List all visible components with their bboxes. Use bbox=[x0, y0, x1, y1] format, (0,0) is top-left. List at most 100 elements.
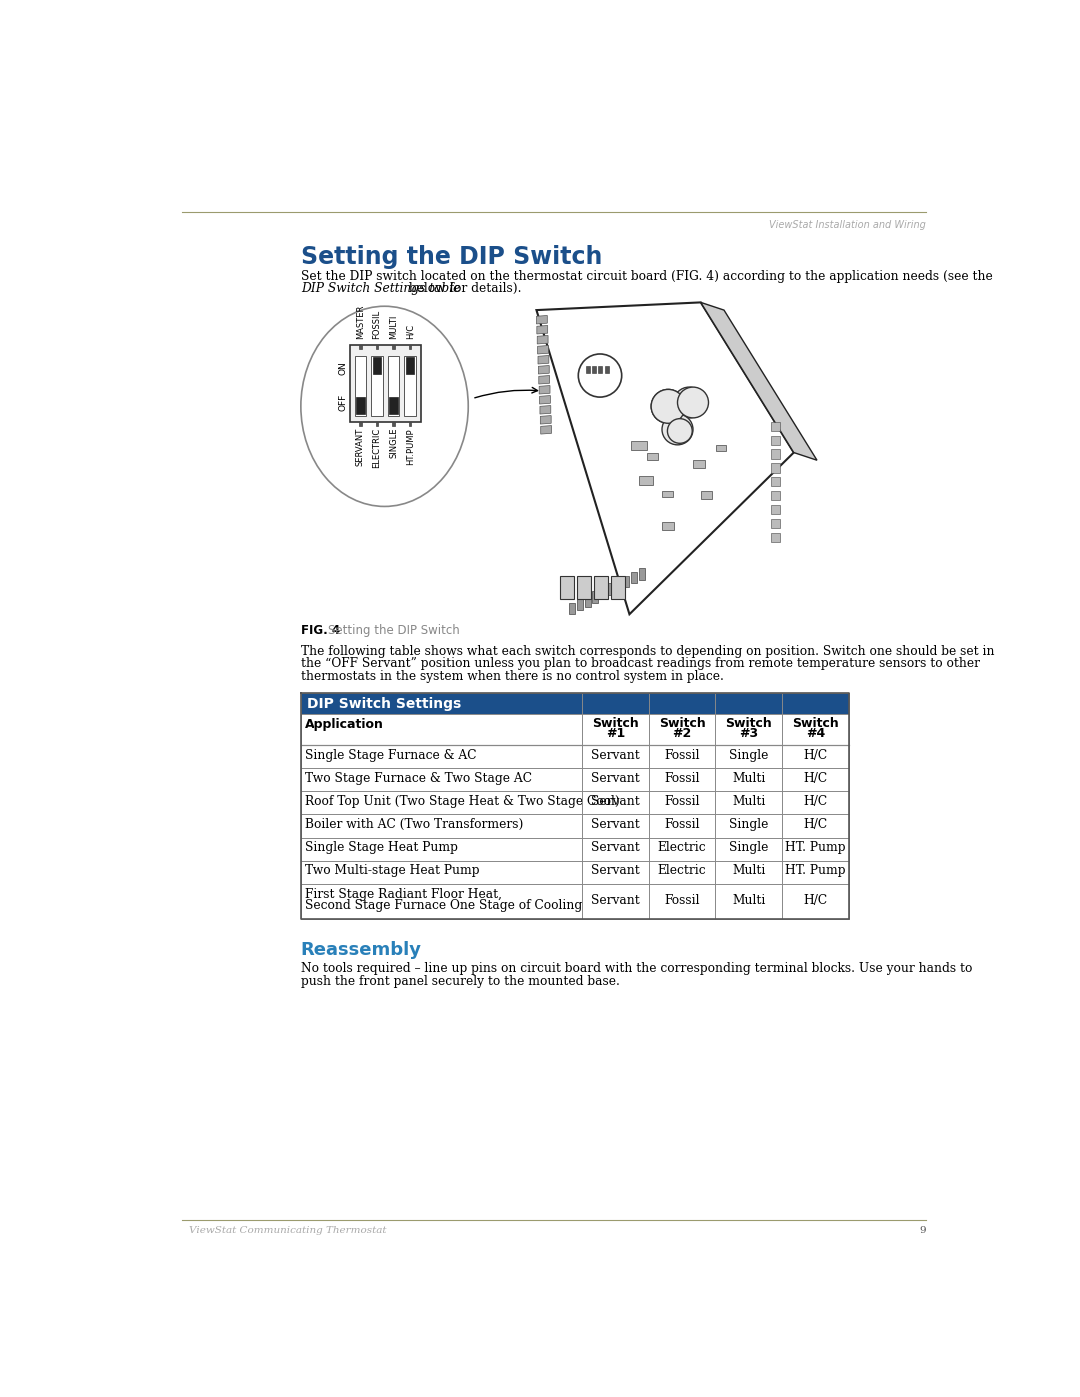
Text: Switch: Switch bbox=[659, 718, 705, 731]
Text: Set the DIP switch located on the thermostat circuit board (FIG. 4) according to: Set the DIP switch located on the thermo… bbox=[301, 270, 993, 284]
Text: #4: #4 bbox=[806, 728, 825, 740]
Text: MASTER: MASTER bbox=[356, 305, 365, 338]
Bar bbox=[390, 397, 397, 414]
Text: SERVANT: SERVANT bbox=[356, 427, 365, 467]
Text: Single Stage Furnace & AC: Single Stage Furnace & AC bbox=[305, 749, 476, 761]
Bar bbox=[360, 345, 362, 349]
Bar bbox=[770, 518, 780, 528]
Bar bbox=[693, 460, 705, 468]
Text: Servant: Servant bbox=[591, 795, 639, 809]
Bar bbox=[616, 580, 622, 591]
Bar bbox=[350, 345, 421, 422]
Circle shape bbox=[651, 390, 685, 423]
Text: Servant: Servant bbox=[591, 773, 639, 785]
Bar bbox=[598, 366, 603, 373]
Bar bbox=[409, 422, 411, 426]
Bar bbox=[584, 595, 591, 606]
Text: ViewStat Communicating Thermostat: ViewStat Communicating Thermostat bbox=[189, 1227, 387, 1235]
Bar bbox=[662, 490, 673, 497]
Bar bbox=[623, 576, 630, 587]
Bar bbox=[388, 355, 400, 415]
Bar bbox=[770, 422, 780, 432]
Text: Setting the DIP Switch: Setting the DIP Switch bbox=[301, 244, 603, 268]
Polygon shape bbox=[541, 426, 552, 434]
Text: Multi: Multi bbox=[732, 773, 766, 785]
Bar bbox=[662, 522, 674, 529]
Bar bbox=[372, 355, 382, 415]
Text: Reassembly: Reassembly bbox=[301, 940, 422, 958]
Circle shape bbox=[667, 419, 692, 443]
Text: DIP Switch Settings table: DIP Switch Settings table bbox=[301, 282, 460, 295]
Bar bbox=[404, 355, 416, 415]
Text: Two Stage Furnace & Two Stage AC: Two Stage Furnace & Two Stage AC bbox=[305, 773, 531, 785]
Text: below for details).: below for details). bbox=[405, 282, 522, 295]
Text: Servant: Servant bbox=[591, 865, 639, 877]
Polygon shape bbox=[539, 366, 550, 374]
Text: Servant: Servant bbox=[591, 894, 639, 907]
Text: Servant: Servant bbox=[591, 749, 639, 761]
Bar bbox=[392, 422, 395, 426]
Bar bbox=[301, 745, 849, 768]
Bar bbox=[577, 599, 583, 610]
Text: Multi: Multi bbox=[732, 795, 766, 809]
Bar bbox=[631, 571, 637, 584]
Bar bbox=[770, 532, 780, 542]
Polygon shape bbox=[537, 326, 548, 334]
Text: ON: ON bbox=[339, 360, 348, 374]
Text: H/C: H/C bbox=[804, 795, 827, 809]
Text: SINGLE: SINGLE bbox=[389, 427, 399, 458]
Text: Single: Single bbox=[729, 819, 769, 831]
Bar bbox=[360, 422, 362, 426]
Polygon shape bbox=[701, 302, 816, 460]
Bar bbox=[600, 587, 606, 599]
Bar bbox=[592, 366, 596, 373]
Text: H/C: H/C bbox=[406, 324, 415, 338]
Bar bbox=[770, 504, 780, 514]
Polygon shape bbox=[537, 335, 548, 344]
Bar bbox=[608, 584, 613, 595]
Bar bbox=[701, 490, 712, 499]
Polygon shape bbox=[538, 355, 549, 365]
Text: Fossil: Fossil bbox=[664, 894, 700, 907]
Bar bbox=[409, 345, 411, 349]
Text: Multi: Multi bbox=[732, 894, 766, 907]
Text: ELECTRIC: ELECTRIC bbox=[373, 427, 381, 468]
Text: #3: #3 bbox=[739, 728, 758, 740]
Text: Two Multi-stage Heat Pump: Two Multi-stage Heat Pump bbox=[305, 865, 480, 877]
Text: OFF: OFF bbox=[339, 394, 348, 411]
Ellipse shape bbox=[301, 306, 469, 507]
Text: Multi: Multi bbox=[732, 865, 766, 877]
Text: #2: #2 bbox=[673, 728, 692, 740]
Text: Second Stage Furnace One Stage of Cooling: Second Stage Furnace One Stage of Coolin… bbox=[305, 900, 582, 912]
Text: push the front panel securely to the mounted base.: push the front panel securely to the mou… bbox=[301, 975, 620, 988]
Text: The following table shows what each switch corresponds to depending on position.: The following table shows what each swit… bbox=[301, 645, 995, 658]
Text: First Stage Radiant Floor Heat,: First Stage Radiant Floor Heat, bbox=[305, 887, 502, 901]
Text: DIP Switch Settings: DIP Switch Settings bbox=[307, 697, 461, 711]
Bar bbox=[301, 768, 849, 791]
Bar bbox=[356, 397, 365, 414]
Text: Switch: Switch bbox=[792, 718, 839, 731]
Bar bbox=[638, 475, 652, 485]
Text: FOSSIL: FOSSIL bbox=[373, 310, 381, 338]
Bar bbox=[770, 490, 780, 500]
Text: Application: Application bbox=[305, 718, 383, 731]
Text: H/C: H/C bbox=[804, 749, 827, 761]
Text: Electric: Electric bbox=[658, 841, 706, 855]
Polygon shape bbox=[539, 376, 550, 384]
Text: FIG. 4: FIG. 4 bbox=[301, 624, 348, 637]
Bar bbox=[392, 345, 395, 349]
Polygon shape bbox=[540, 415, 551, 425]
Bar bbox=[301, 693, 849, 714]
Bar bbox=[406, 358, 415, 374]
Bar bbox=[586, 366, 590, 373]
Text: Setting the DIP Switch: Setting the DIP Switch bbox=[328, 624, 460, 637]
Circle shape bbox=[674, 387, 704, 418]
Text: Roof Top Unit (Two Stage Heat & Two Stage Cool): Roof Top Unit (Two Stage Heat & Two Stag… bbox=[305, 795, 620, 809]
Polygon shape bbox=[540, 405, 551, 414]
Text: Servant: Servant bbox=[591, 819, 639, 831]
Bar bbox=[301, 814, 849, 838]
Bar bbox=[301, 884, 849, 919]
Bar bbox=[605, 366, 608, 373]
Circle shape bbox=[651, 390, 685, 423]
Bar bbox=[301, 791, 849, 814]
